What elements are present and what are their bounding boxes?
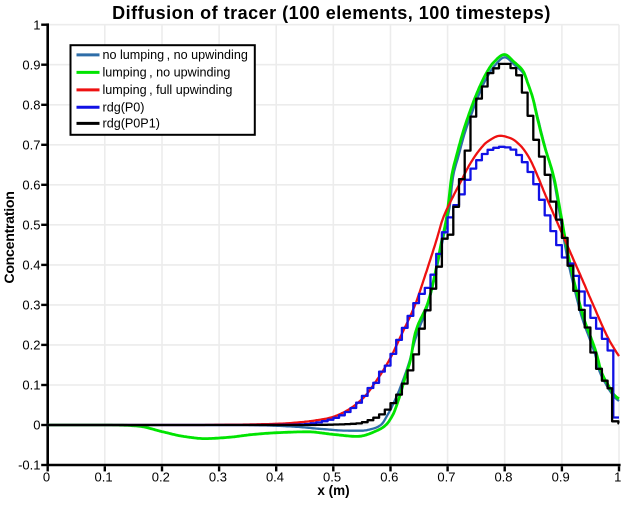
svg-text:lumping , full upwinding: lumping , full upwinding (103, 83, 233, 97)
svg-text:x (m): x (m) (317, 483, 349, 498)
svg-text:0.6: 0.6 (22, 177, 40, 192)
svg-text:-0.1: -0.1 (18, 458, 40, 473)
svg-text:0.9: 0.9 (552, 469, 570, 484)
svg-text:0: 0 (43, 469, 50, 484)
svg-text:rdg(P0P1): rdg(P0P1) (103, 117, 160, 131)
svg-text:0.7: 0.7 (22, 137, 40, 152)
svg-text:lumping , no upwinding: lumping , no upwinding (103, 66, 231, 80)
svg-text:0.3: 0.3 (22, 298, 40, 313)
svg-text:rdg(P0): rdg(P0) (103, 101, 145, 115)
svg-text:0.9: 0.9 (22, 57, 40, 72)
svg-text:0.5: 0.5 (323, 469, 341, 484)
svg-text:0.3: 0.3 (209, 469, 227, 484)
svg-text:0.2: 0.2 (22, 338, 40, 353)
svg-text:no lumping , no upwinding: no lumping , no upwinding (103, 48, 248, 62)
svg-text:0.4: 0.4 (22, 258, 40, 273)
svg-text:1: 1 (614, 469, 621, 484)
svg-text:0: 0 (33, 418, 40, 433)
svg-text:0.6: 0.6 (380, 469, 398, 484)
svg-text:Diffusion of tracer (100 eleme: Diffusion of tracer (100 elements, 100 t… (112, 3, 551, 23)
svg-text:0.8: 0.8 (494, 469, 512, 484)
svg-text:0.1: 0.1 (95, 469, 113, 484)
svg-text:0.4: 0.4 (266, 469, 284, 484)
svg-text:Concentration: Concentration (2, 191, 18, 283)
svg-text:0.1: 0.1 (22, 378, 40, 393)
svg-text:0.2: 0.2 (152, 469, 170, 484)
svg-text:1: 1 (33, 17, 40, 32)
svg-text:0.7: 0.7 (437, 469, 455, 484)
svg-text:0.5: 0.5 (22, 217, 40, 232)
svg-text:0.8: 0.8 (22, 97, 40, 112)
